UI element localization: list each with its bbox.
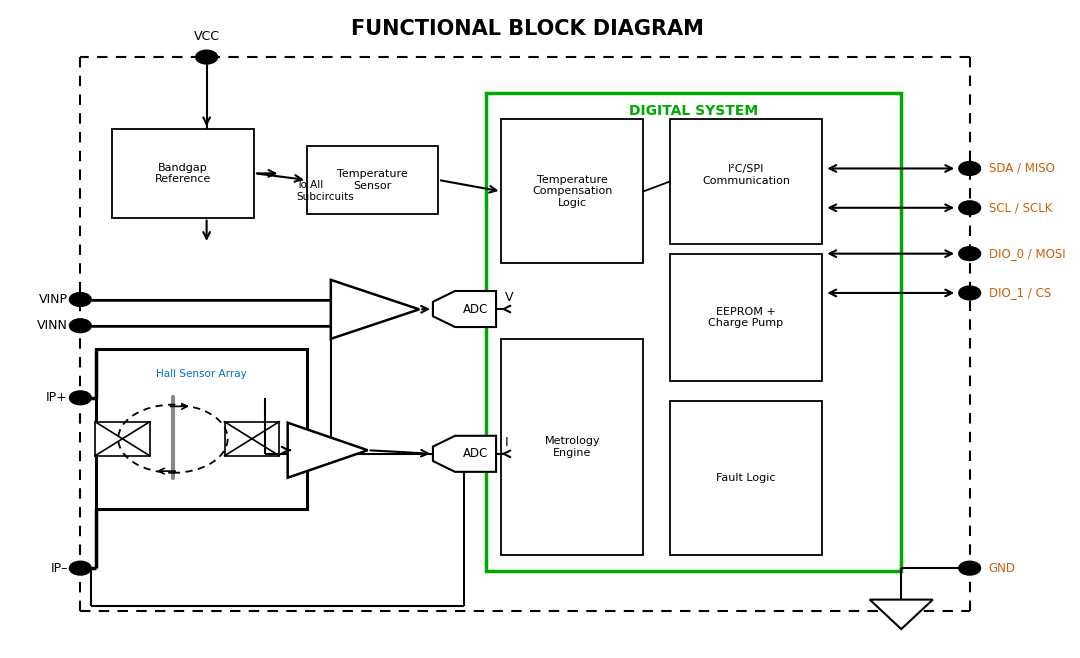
Bar xyxy=(307,145,438,215)
Bar xyxy=(225,422,280,456)
Bar xyxy=(501,119,644,263)
Bar xyxy=(670,253,822,382)
Text: ADC: ADC xyxy=(463,447,488,461)
Circle shape xyxy=(959,201,981,215)
Text: GND: GND xyxy=(988,562,1015,574)
Polygon shape xyxy=(433,436,496,472)
Text: To All
Subcircuits: To All Subcircuits xyxy=(296,180,354,201)
Text: Temperature
Sensor: Temperature Sensor xyxy=(337,169,408,191)
Circle shape xyxy=(197,51,217,64)
Text: DIO_1 / CS: DIO_1 / CS xyxy=(988,286,1051,299)
Text: FUNCTIONAL BLOCK DIAGRAM: FUNCTIONAL BLOCK DIAGRAM xyxy=(351,19,704,39)
Text: VINN: VINN xyxy=(37,319,68,332)
Text: EEPROM +
Charge Pump: EEPROM + Charge Pump xyxy=(708,307,784,328)
Text: DIO_0 / MOSI: DIO_0 / MOSI xyxy=(988,247,1065,260)
Text: Fault Logic: Fault Logic xyxy=(716,473,775,483)
Text: Temperature
Compensation
Logic: Temperature Compensation Logic xyxy=(532,175,612,208)
Polygon shape xyxy=(330,280,419,339)
Bar xyxy=(670,401,822,555)
Text: V: V xyxy=(504,291,513,304)
Circle shape xyxy=(959,286,981,299)
Circle shape xyxy=(70,319,91,332)
Polygon shape xyxy=(869,599,933,629)
Bar xyxy=(486,93,902,571)
Text: IP+: IP+ xyxy=(46,392,68,404)
Polygon shape xyxy=(433,291,496,327)
Text: VINP: VINP xyxy=(39,293,68,306)
Text: DIGITAL SYSTEM: DIGITAL SYSTEM xyxy=(629,105,758,118)
Text: IP–: IP– xyxy=(51,562,68,574)
Bar xyxy=(95,422,150,456)
Text: Metrology
Engine: Metrology Engine xyxy=(544,436,600,458)
Text: Bandgap
Reference: Bandgap Reference xyxy=(154,163,211,184)
Bar xyxy=(96,349,307,509)
Circle shape xyxy=(959,562,981,574)
Polygon shape xyxy=(287,422,367,478)
Circle shape xyxy=(959,162,981,175)
Text: SDA / MISO: SDA / MISO xyxy=(988,162,1054,175)
Text: Hall Sensor Array: Hall Sensor Array xyxy=(156,368,246,378)
Bar xyxy=(112,129,254,218)
Circle shape xyxy=(959,247,981,260)
Bar xyxy=(670,119,822,244)
Text: VCC: VCC xyxy=(193,30,219,43)
Circle shape xyxy=(70,392,91,405)
Circle shape xyxy=(70,293,91,306)
Text: I: I xyxy=(504,436,508,449)
Circle shape xyxy=(70,562,91,574)
Text: SCL / SCLK: SCL / SCLK xyxy=(988,201,1052,215)
Bar xyxy=(501,339,644,555)
Text: ADC: ADC xyxy=(463,303,488,316)
Text: I²C/SPI
Communication: I²C/SPI Communication xyxy=(702,164,791,186)
